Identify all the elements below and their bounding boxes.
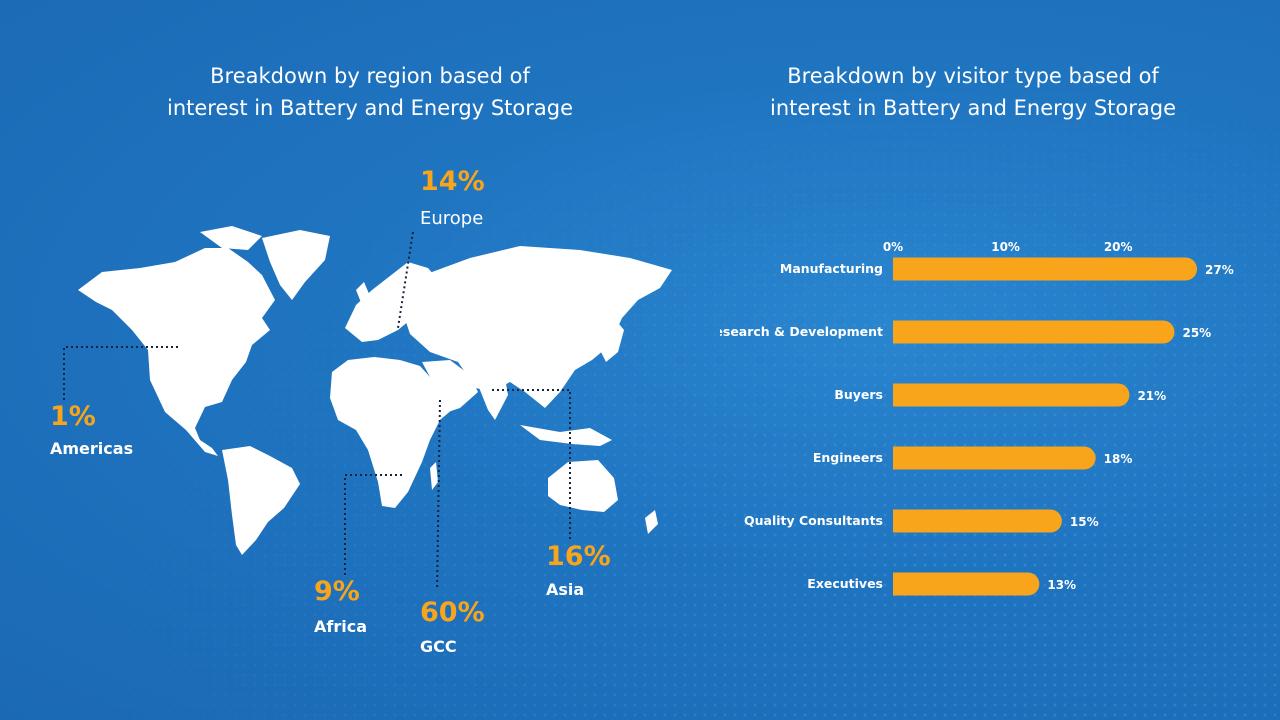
region-name-asia: Asia	[546, 580, 584, 599]
bar-panel-title: Breakdown by visitor type based of inter…	[723, 60, 1223, 124]
bar-value-label: 27%	[1205, 263, 1234, 277]
bar-chart-rows: Manufacturing 27% Research & Development 25…	[720, 257, 1234, 596]
bar-left-cap	[893, 320, 905, 344]
bar	[893, 509, 1062, 533]
world-map-chart: 14% Europe 1% Americas 9% Africa 60% GCC…	[50, 166, 672, 656]
bar-row: Engineers 18%	[813, 446, 1133, 470]
land-north-america	[78, 248, 275, 456]
bar-row: Quality Consultants 15%	[744, 509, 1099, 533]
region-pct-africa: 9%	[314, 576, 360, 607]
bar-left-cap	[893, 446, 905, 470]
bar-value-label: 21%	[1137, 389, 1166, 403]
x-tick-label: 0%	[883, 240, 903, 254]
region-pct-gcc: 60%	[420, 597, 485, 628]
visitor-type-bar-chart: 0% 10% 20% Manufacturing 27% Research & Deve…	[720, 240, 1234, 596]
leader-line-africa	[344, 474, 402, 575]
leader-line-gcc	[436, 399, 441, 591]
land-asia	[400, 246, 672, 408]
region-name-americas: Americas	[50, 439, 133, 458]
map-title-line1: Breakdown by region based of	[210, 64, 530, 88]
land-madagascar	[430, 462, 438, 490]
bar-left-cap	[893, 383, 905, 407]
x-tick-label: 10%	[991, 240, 1020, 254]
bar	[893, 257, 1197, 281]
region-callouts: 14% Europe 1% Americas 9% Africa 60% GCC…	[50, 166, 611, 656]
bar-row: Research & Development 25%	[720, 320, 1211, 344]
region-name-gcc: GCC	[420, 637, 457, 656]
bar-row: Executives 13%	[807, 572, 1076, 596]
bar-value-label: 15%	[1070, 515, 1099, 529]
land-japan	[600, 318, 624, 362]
land-africa	[330, 357, 454, 508]
region-leader-lines	[63, 231, 571, 591]
x-tick-label: 20%	[1104, 240, 1133, 254]
bar-left-cap	[893, 572, 905, 596]
bar-row: Buyers 21%	[834, 383, 1166, 407]
bar-title-line1: Breakdown by visitor type based of	[787, 64, 1159, 88]
bar-category-label: Executives	[807, 576, 883, 591]
land-greenland	[262, 230, 330, 300]
region-name-europe: Europe	[420, 208, 483, 229]
bar	[893, 383, 1130, 407]
region-pct-asia: 16%	[546, 541, 611, 572]
bar-left-cap	[893, 257, 905, 281]
bar	[893, 446, 1096, 470]
bar-category-label: Quality Consultants	[744, 513, 883, 528]
bar-row: Manufacturing 27%	[780, 257, 1234, 281]
leader-line-asia	[492, 389, 571, 540]
land-arctic-islands	[200, 226, 262, 250]
bar-value-label: 25%	[1182, 326, 1211, 340]
bar-category-label: Manufacturing	[780, 261, 883, 276]
world-map-landmass	[78, 226, 672, 555]
bar	[893, 572, 1040, 596]
region-name-africa: Africa	[314, 617, 367, 636]
land-india	[476, 378, 508, 420]
bar-value-label: 18%	[1104, 452, 1133, 466]
bar-title-line2: interest in Battery and Energy Storage	[769, 96, 1176, 120]
bar-category-label: Buyers	[834, 387, 883, 402]
land-arabia	[422, 360, 478, 412]
leader-line-europe	[397, 231, 414, 329]
land-indonesia	[520, 425, 612, 446]
map-panel-title: Breakdown by region based of interest in…	[130, 60, 610, 124]
bar-category-label: Research & Development	[720, 324, 883, 339]
bar-category-label: Engineers	[813, 450, 883, 465]
land-new-zealand	[645, 510, 658, 534]
region-pct-europe: 14%	[420, 166, 485, 197]
bar-left-cap	[893, 509, 905, 533]
map-title-line2: interest in Battery and Energy Storage	[166, 96, 573, 120]
land-australia	[548, 460, 618, 512]
bar-chart-x-axis: 0% 10% 20%	[883, 240, 1133, 254]
bar-value-label: 13%	[1047, 578, 1076, 592]
land-uk	[356, 282, 370, 305]
region-pct-americas: 1%	[50, 401, 96, 432]
land-south-america	[222, 446, 300, 555]
bar	[893, 320, 1175, 344]
